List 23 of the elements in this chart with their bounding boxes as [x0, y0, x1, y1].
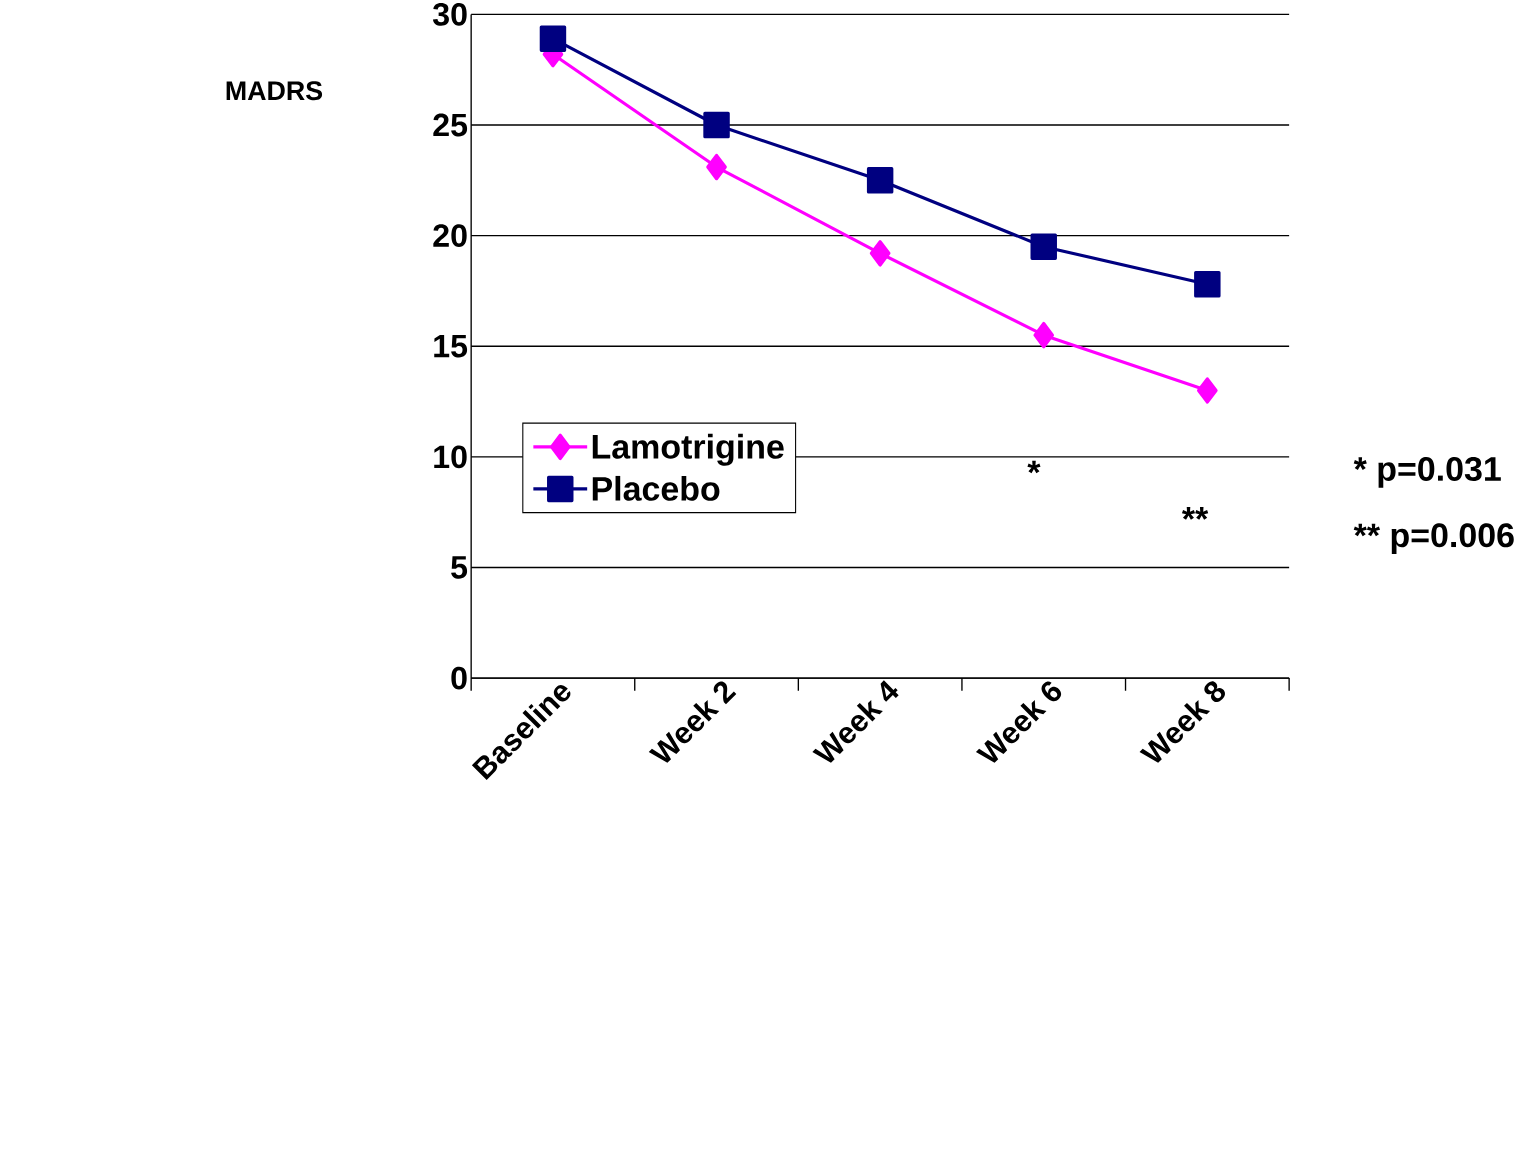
point: [1194, 271, 1221, 298]
point: [706, 153, 727, 181]
y-tick-label: 15: [434, 335, 468, 358]
point: [866, 167, 894, 194]
legend-label: Lamotrigine: [592, 433, 784, 466]
point: [1030, 233, 1057, 260]
text: ** p=0.006: [1353, 523, 1514, 555]
text: * p=0.031: [1353, 456, 1501, 488]
y-tick-label: 5: [451, 556, 468, 579]
y-tick-label: 0: [451, 666, 467, 690]
y-tick-label: 20: [433, 224, 467, 248]
point: [869, 240, 891, 267]
point: [539, 25, 567, 52]
legend-label: Placebo: [592, 475, 720, 501]
point: [1033, 321, 1055, 349]
y-axis-title: MADRS: [226, 81, 323, 101]
y-tick-label: 25: [433, 113, 468, 137]
annotation: **: [1181, 507, 1209, 520]
point: [1197, 377, 1218, 404]
y-tick-label: 10: [434, 445, 467, 469]
annotation: *: [1027, 460, 1041, 474]
y-tick-label: 30: [432, 2, 467, 26]
point: [703, 111, 730, 139]
